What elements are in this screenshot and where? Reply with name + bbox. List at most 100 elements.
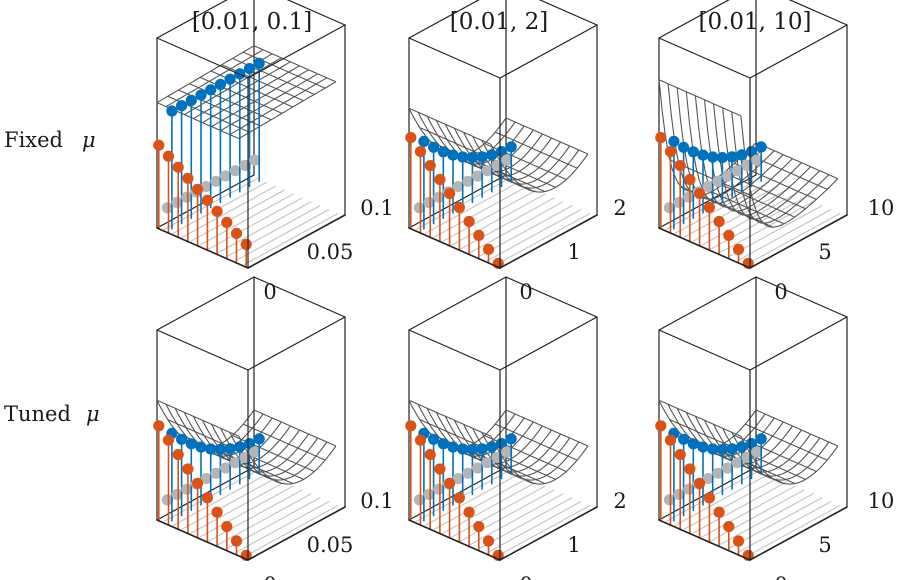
blue-stem-marker xyxy=(224,443,236,455)
axis-line xyxy=(538,0,598,26)
blue-stem-marker xyxy=(457,443,469,455)
floor-line xyxy=(719,201,814,254)
tick-label: 0 xyxy=(263,280,276,304)
panel-1-3 xyxy=(655,0,848,269)
axis-line xyxy=(749,506,848,561)
axis-line xyxy=(253,276,346,318)
surface-mesh-line xyxy=(220,73,318,132)
floor-line xyxy=(469,493,564,546)
gray-stem-marker xyxy=(171,488,183,501)
axis-line xyxy=(658,329,751,371)
floor-line xyxy=(243,213,339,266)
gray-stem-marker xyxy=(452,181,464,193)
surface-mesh-line xyxy=(220,428,319,477)
axis-line xyxy=(408,519,501,561)
surface-mesh-line xyxy=(722,107,821,220)
tick-label: 10 xyxy=(868,489,895,513)
floor-line xyxy=(736,209,832,262)
orange-stem-marker xyxy=(723,229,735,241)
orange-stem-marker xyxy=(482,535,495,547)
orange-stem-marker xyxy=(463,506,475,518)
gray-stem-marker xyxy=(433,483,445,495)
orange-stem-marker xyxy=(453,201,465,214)
panel-1-2 xyxy=(405,0,598,269)
blue-stem-marker xyxy=(447,149,459,161)
surface-mesh-line xyxy=(494,423,578,461)
blue-stem-marker xyxy=(195,89,207,101)
floor-line xyxy=(719,493,814,546)
gray-stem-marker xyxy=(462,175,474,187)
axis-line xyxy=(658,519,751,561)
gray-stem-marker xyxy=(249,446,261,458)
axis-line xyxy=(247,24,346,79)
surface-mesh-line xyxy=(202,65,300,124)
tick-label: 0.1 xyxy=(360,489,393,513)
gray-stem-marker xyxy=(702,473,714,485)
surface-mesh-line xyxy=(694,95,793,208)
axis-line xyxy=(499,506,598,561)
row-label: Tuned xyxy=(4,402,71,426)
surface-mesh-line xyxy=(505,117,589,155)
floor-line xyxy=(208,197,303,250)
gray-stem-marker xyxy=(722,170,734,182)
blue-stem-marker xyxy=(687,438,699,450)
gray-stem-marker xyxy=(229,457,241,469)
surface-mesh-line xyxy=(229,77,328,136)
orange-stem-marker xyxy=(732,243,745,255)
gray-stem-marker xyxy=(433,191,445,203)
surface-mesh-line xyxy=(658,79,742,117)
orange-stem-marker xyxy=(463,215,475,228)
blue-stem-marker xyxy=(707,151,719,163)
tick-label: 0 xyxy=(774,280,787,304)
blue-stem-marker xyxy=(476,443,488,455)
gray-stem-marker xyxy=(683,483,695,495)
orange-stem-marker xyxy=(192,477,204,489)
gray-stem-marker xyxy=(663,202,676,214)
orange-stem-marker xyxy=(162,434,175,446)
orange-stem-marker xyxy=(201,492,213,504)
panel-2-3 xyxy=(655,276,848,562)
axis-line xyxy=(156,227,249,269)
orange-stem-marker xyxy=(473,229,485,241)
blue-stem-marker xyxy=(505,141,517,153)
axis-line xyxy=(499,24,598,79)
tick-label: 1 xyxy=(567,533,580,557)
orange-stem-marker xyxy=(453,492,465,504)
floor-line xyxy=(226,497,321,550)
row-symbol: μ xyxy=(82,128,96,152)
floor-line xyxy=(728,205,823,258)
blue-stem-marker xyxy=(428,433,440,445)
orange-stem-marker xyxy=(655,420,667,432)
tick-label: 5 xyxy=(818,240,831,264)
orange-stem-marker xyxy=(694,187,706,200)
blue-stem-marker xyxy=(755,141,767,153)
floor-line xyxy=(172,473,267,526)
orange-stem-marker xyxy=(201,194,213,206)
axis-line xyxy=(788,0,848,26)
gray-stem-marker xyxy=(423,196,435,209)
tick-label: 0 xyxy=(519,280,532,304)
blue-stem-marker xyxy=(253,57,265,69)
surface-mesh-line xyxy=(408,107,492,145)
orange-stem-marker xyxy=(713,215,725,228)
tick-label: 0 xyxy=(263,573,276,580)
tick-label: 5 xyxy=(818,533,831,557)
orange-stem-marker xyxy=(703,492,716,504)
orange-stem-marker xyxy=(192,183,204,195)
surface-mesh-line xyxy=(156,45,255,104)
axis-line xyxy=(247,506,346,561)
surface-mesh-line xyxy=(472,136,571,185)
floor-line xyxy=(745,505,841,558)
surface-mesh-line xyxy=(192,416,291,465)
orange-stem-marker xyxy=(153,139,165,151)
blue-stem-marker xyxy=(205,443,217,455)
blue-stem-marker xyxy=(755,433,767,445)
orange-stem-marker xyxy=(482,243,495,255)
orange-stem-marker xyxy=(732,535,745,547)
tick-label: 0 xyxy=(774,573,787,580)
surface-mesh-line xyxy=(253,409,337,447)
orange-stem-marker xyxy=(211,205,223,217)
orange-stem-marker xyxy=(684,173,696,186)
blue-stem-marker xyxy=(437,438,449,450)
blue-stem-marker xyxy=(495,438,508,450)
